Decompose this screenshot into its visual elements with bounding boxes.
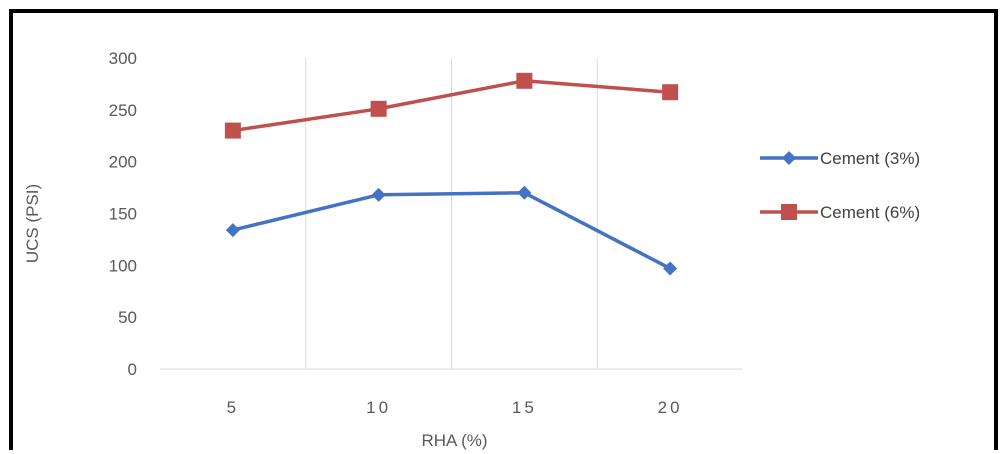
x-tick-labels: 5 10 15 20 xyxy=(227,398,683,417)
gridlines xyxy=(305,58,598,369)
legend-item: Cement (6%) xyxy=(760,203,920,222)
x-tick-label: 5 xyxy=(227,398,239,417)
y-tick-label: 0 xyxy=(128,360,137,379)
legend-label: Cement (6%) xyxy=(820,203,920,222)
series-line xyxy=(231,191,672,271)
x-tick-label: 15 xyxy=(512,398,537,417)
y-tick-label: 200 xyxy=(109,153,137,172)
y-tick-labels: 0 50 100 150 200 250 300 xyxy=(109,49,137,379)
x-tick-label: 20 xyxy=(658,398,683,417)
y-tick-label: 300 xyxy=(109,49,137,68)
series-2 xyxy=(224,72,679,139)
data-point xyxy=(224,122,241,139)
series-layer xyxy=(224,72,679,276)
y-axis-title: UCS (PSI) xyxy=(23,184,42,263)
data-point xyxy=(663,261,678,276)
series-line xyxy=(231,79,672,133)
chart-frame xyxy=(9,9,998,450)
data-point xyxy=(370,100,387,117)
data-point xyxy=(516,72,533,89)
y-tick-label: 50 xyxy=(118,308,137,327)
legend: Cement (3%) Cement (6%) xyxy=(760,149,920,222)
data-point xyxy=(517,185,532,200)
legend-marker xyxy=(781,204,797,220)
y-tick-label: 150 xyxy=(109,205,137,224)
x-tick-label: 10 xyxy=(366,398,391,417)
data-point xyxy=(225,223,240,238)
x-axis-title: RHA (%) xyxy=(421,431,487,450)
legend-marker xyxy=(782,151,796,165)
y-tick-label: 250 xyxy=(109,101,137,120)
legend-item: Cement (3%) xyxy=(760,149,920,168)
y-tick-label: 100 xyxy=(109,256,137,275)
data-point xyxy=(662,84,679,101)
data-point xyxy=(371,187,386,202)
legend-label: Cement (3%) xyxy=(820,149,920,168)
series-1 xyxy=(225,185,678,276)
